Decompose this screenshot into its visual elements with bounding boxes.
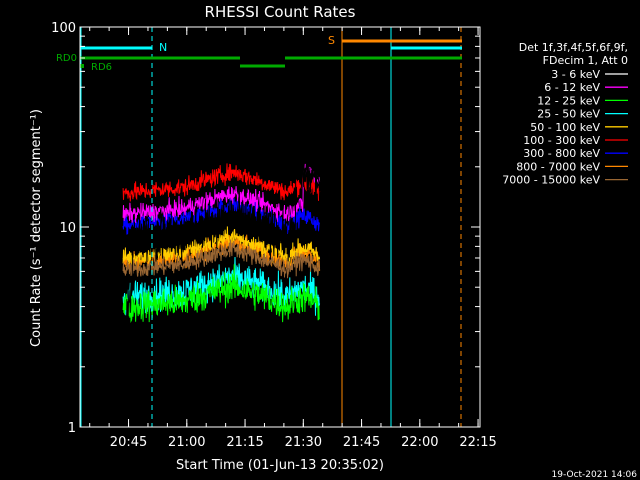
x-tick-label: 21:00 xyxy=(168,435,205,450)
series-line-3-6-kev xyxy=(122,147,321,357)
y-tick-label: 1 xyxy=(68,421,76,436)
x-tick-label: 21:30 xyxy=(285,435,322,450)
chart-title: RHESSI Count Rates xyxy=(205,3,356,21)
legend-title-line-1: Det 1f,3f,4f,5f,6f,9f, xyxy=(519,41,628,54)
legend-item-label: 12 - 25 keV xyxy=(537,94,600,107)
series-line-6-12-kev xyxy=(122,163,321,223)
legend-item-label: 3 - 6 keV xyxy=(551,68,600,81)
series-line-300-800-kev xyxy=(122,197,321,235)
legend-item-label: 6 - 12 keV xyxy=(544,81,600,94)
s-label: S xyxy=(328,34,335,47)
date-stamp: 19-Oct-2021 14:06 xyxy=(552,470,638,480)
y-axis-title: Count Rate (s⁻¹ detector segment⁻¹) xyxy=(29,109,44,347)
x-tick-label: 21:15 xyxy=(226,435,263,450)
legend-item-label: 25 - 50 keV xyxy=(537,108,600,121)
x-tick-label: 20:45 xyxy=(110,435,147,450)
rd6-label: RD6 xyxy=(91,62,112,73)
rd6-marker xyxy=(80,64,84,68)
legend-item-label: 100 - 300 keV xyxy=(523,134,600,147)
x-tick-label: 22:00 xyxy=(401,435,438,450)
series-line-100-300-kev xyxy=(122,163,321,202)
x-axis-title: Start Time (01-Jun-13 20:35:02) xyxy=(176,458,384,473)
y-tick-label: 100 xyxy=(51,21,76,36)
axis-layer: 20:45 21:00 21:15 21:30 21:45 22:00 22:15 1 10 10… xyxy=(51,21,497,450)
legend-item-label: 800 - 7000 keV xyxy=(516,160,600,173)
n-label: N xyxy=(159,41,167,54)
legend-item-label: 300 - 800 keV xyxy=(523,147,600,160)
x-tick-label: 21:45 xyxy=(343,435,380,450)
legend-title-line-2: FDecim 1, Att 0 xyxy=(543,54,628,67)
y-tick-label: 10 xyxy=(59,221,76,236)
plot-data-layer xyxy=(122,147,321,357)
series-line-12-25-kev xyxy=(122,264,320,323)
series-line-7000-15000-kev xyxy=(122,239,321,279)
legend-item-label: 7000 - 15000 keV xyxy=(502,174,600,187)
legend-item-label: 50 - 100 keV xyxy=(530,121,600,134)
rd0-label: RD0 xyxy=(56,53,77,64)
x-tick-label: 22:15 xyxy=(459,435,496,450)
legend: Det 1f,3f,4f,5f,6f,9f, FDecim 1, Att 0 3… xyxy=(502,41,628,187)
